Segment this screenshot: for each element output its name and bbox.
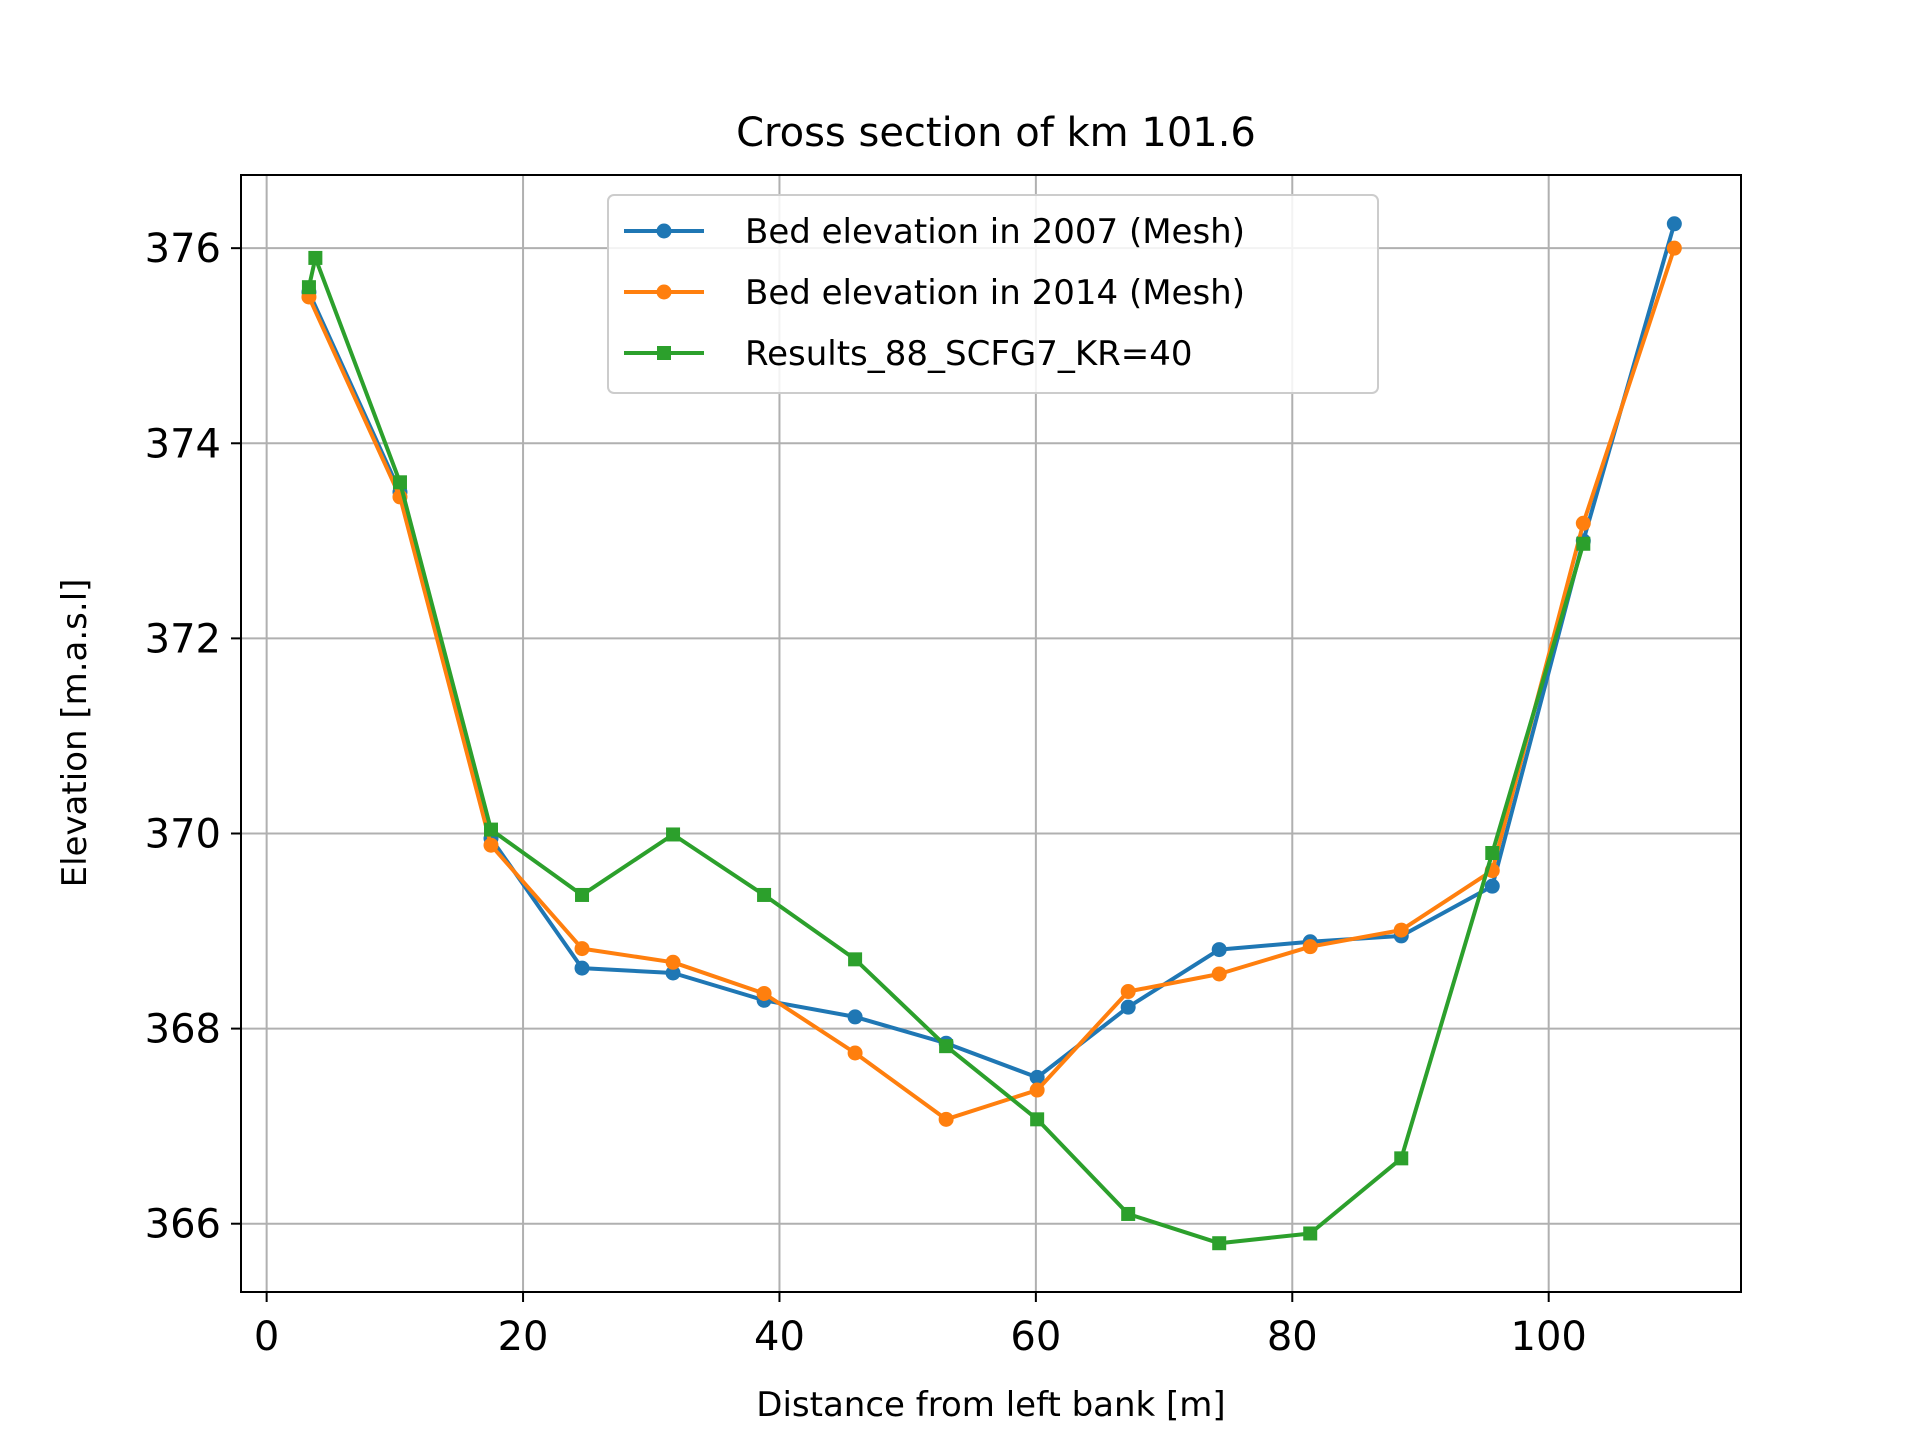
- legend: Bed elevation in 2007 (Mesh) Bed elevatio…: [607, 194, 1379, 394]
- data-point: [1666, 240, 1682, 256]
- x-tick-label: 80: [1267, 1314, 1318, 1360]
- data-point: [301, 280, 316, 295]
- data-point: [392, 475, 407, 490]
- data-point: [1211, 966, 1227, 982]
- x-tick-label: 60: [1010, 1314, 1061, 1360]
- legend-entry: Bed elevation in 2014 (Mesh): [624, 273, 1245, 313]
- x-tick-label: 100: [1511, 1314, 1587, 1360]
- legend-label: Results_88_SCFG7_KR=40: [745, 334, 1193, 374]
- data-point: [1393, 922, 1409, 938]
- y-tick-label: 370: [145, 811, 221, 857]
- data-point: [1575, 515, 1591, 531]
- y-axis-label: Elevation [m.a.s.l]: [55, 579, 95, 888]
- data-point: [665, 965, 681, 981]
- data-point: [1302, 939, 1318, 955]
- data-point: [1030, 1112, 1045, 1127]
- legend-swatch-marker: [657, 346, 671, 360]
- data-point: [938, 1111, 954, 1127]
- data-point: [1120, 984, 1136, 1000]
- data-point: [1576, 536, 1591, 551]
- data-point: [1029, 1082, 1045, 1098]
- data-point: [939, 1039, 954, 1054]
- data-point: [848, 952, 863, 967]
- series-line: [307, 247, 1677, 1122]
- x-axis-label: Distance from left bank [m]: [756, 1385, 1225, 1425]
- data-point: [1666, 216, 1682, 232]
- y-tick-label: 374: [145, 421, 221, 467]
- data-point: [1120, 999, 1136, 1015]
- x-tick-label: 20: [498, 1314, 549, 1360]
- data-point: [665, 954, 681, 970]
- axis-ticks: 0 20 40 60 80 100 366 368 370 372 374 376: [145, 226, 1587, 1360]
- data-point: [1211, 942, 1227, 958]
- y-tick-label: 376: [145, 226, 221, 272]
- legend-label: Bed elevation in 2014 (Mesh): [745, 273, 1245, 313]
- plot-series: [301, 216, 1682, 1251]
- legend-entry: Results_88_SCFG7_KR=40: [624, 334, 1193, 374]
- plot-frame: [240, 174, 1742, 1293]
- data-point: [847, 1009, 863, 1025]
- x-tick-label: 40: [754, 1314, 805, 1360]
- data-point: [666, 827, 681, 842]
- data-point: [574, 960, 590, 976]
- series-line: [306, 255, 1586, 1246]
- y-tick-label: 372: [145, 616, 221, 662]
- data-point: [1303, 1226, 1318, 1241]
- data-point: [484, 822, 498, 837]
- data-point: [308, 250, 323, 265]
- data-point: [483, 837, 499, 853]
- data-point: [1485, 846, 1500, 861]
- data-point: [1121, 1206, 1136, 1221]
- data-point: [756, 985, 772, 1001]
- data-point: [847, 1045, 863, 1061]
- series-3: [301, 250, 1591, 1251]
- y-tick-label: 368: [145, 1007, 221, 1053]
- data-point: [575, 887, 590, 902]
- y-tick-label: 366: [145, 1202, 221, 1248]
- series-line: [307, 223, 1677, 1080]
- data-point: [1029, 1069, 1045, 1085]
- data-point: [1212, 1236, 1227, 1251]
- legend-swatch-marker: [656, 223, 672, 239]
- legend-entry: Bed elevation in 2007 (Mesh): [624, 212, 1245, 252]
- data-point: [1484, 878, 1500, 894]
- data-point: [757, 887, 772, 902]
- legend-swatch-marker: [656, 284, 672, 300]
- x-tick-label: 0: [254, 1314, 279, 1360]
- data-point: [1394, 1151, 1409, 1166]
- chart-title: Cross section of km 101.6: [736, 110, 1256, 156]
- data-point: [574, 941, 590, 957]
- legend-box: [607, 194, 1379, 394]
- legend-label: Bed elevation in 2007 (Mesh): [745, 212, 1245, 252]
